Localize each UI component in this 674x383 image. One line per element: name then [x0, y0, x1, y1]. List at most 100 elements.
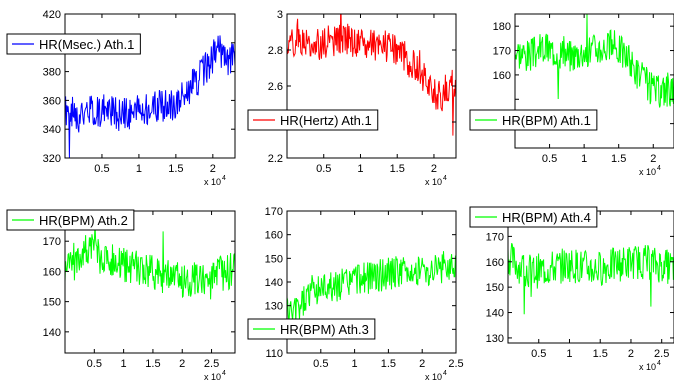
- series-line-1: [287, 251, 456, 325]
- legend-box: [247, 109, 379, 131]
- subplot-6: 0.5 1 1.5 2 2.5 130 140 150 160 170 x 10 4 HR(BPM) A…: [469, 206, 674, 372]
- axes-frame: [64, 13, 236, 159]
- y-tick-label: 140: [265, 277, 283, 289]
- legend-box: [469, 109, 598, 131]
- y-tick-label: 420: [43, 9, 61, 21]
- x-tick-label: 0.5: [94, 163, 109, 175]
- x-tick-label: 1.5: [168, 163, 183, 175]
- x-exponent-power: 4: [222, 370, 226, 377]
- subplot-1: 0.511.52320340360380400420x 104HR(Msec.)…: [6, 9, 236, 187]
- y-tick-label: 140: [486, 308, 504, 320]
- x-exponent-label: x 10: [204, 372, 221, 382]
- x-exponent-label: x 10: [425, 372, 442, 382]
- y-tick-label: 160: [43, 266, 61, 278]
- y-tick-label: 170: [493, 46, 511, 58]
- x-tick-label: 1: [566, 348, 572, 360]
- y-tick-label: 170: [486, 231, 504, 243]
- subplot-4: 0.5 1 1.5 2 2.5 140 150 160 170 x 10 4 HR(BPM) Ath.…: [6, 209, 236, 382]
- series-line-1: [515, 14, 674, 108]
- x-tick-label: 1: [121, 358, 127, 370]
- x-tick-label: 2.5: [204, 358, 219, 370]
- y-tick-label: 380: [43, 67, 61, 79]
- x-tick-label: 1: [136, 163, 142, 175]
- y-tick-label: 320: [43, 153, 61, 165]
- legend-label: HR(BPM) Ath.4: [502, 210, 591, 225]
- plot-area: [65, 211, 235, 353]
- legend-label: HR(Msec.) Ath.1: [39, 37, 134, 52]
- legend: HR(BPM) Ath.1: [469, 109, 598, 131]
- y-tick-label: 170: [43, 236, 61, 248]
- x-tick-label: 2: [419, 358, 425, 370]
- legend-label: HR(Hertz) Ath.1: [280, 113, 372, 128]
- x-tick-label: 1.5: [381, 358, 396, 370]
- x-tick-label: 1: [352, 358, 358, 370]
- legend: HR(Hertz) Ath.1: [247, 109, 379, 131]
- x-tick-label: 2: [628, 348, 634, 360]
- y-tick-label: 140: [43, 327, 61, 339]
- x-tick-label: 1: [581, 153, 587, 165]
- legend-box: [469, 206, 598, 228]
- series-line-1: [65, 35, 235, 158]
- y-tick-label: 160: [265, 230, 283, 242]
- legend: HR(BPM) Ath.2: [6, 209, 135, 231]
- legend-box: [6, 209, 135, 231]
- series-line-1: [508, 243, 674, 315]
- legend: HR(Msec.) Ath.1: [6, 33, 141, 55]
- axes-frame: [514, 13, 674, 149]
- x-tick-label: 2.5: [448, 358, 463, 370]
- y-tick-label: 110: [265, 348, 283, 360]
- subplot-5: 0.511.522.5110120130140150160170x 104HR(…: [247, 206, 464, 382]
- x-tick-label: 0.5: [531, 348, 546, 360]
- x-tick-label: 2.5: [654, 348, 669, 360]
- x-tick-label: 1.5: [145, 358, 160, 370]
- x-tick-label: 2: [210, 163, 216, 175]
- legend-label: HR(BPM) Ath.2: [39, 213, 128, 228]
- x-tick-label: 0.5: [316, 163, 331, 175]
- x-tick-label: 1.5: [611, 153, 626, 165]
- axes-frame: [64, 210, 236, 354]
- y-tick-label: 150: [43, 297, 61, 309]
- y-tick-label: 130: [265, 301, 283, 313]
- x-tick-label: 1.5: [390, 163, 405, 175]
- x-tick-label: 0.5: [87, 358, 102, 370]
- y-tick-label: 150: [265, 253, 283, 265]
- y-tick-label: 160: [493, 70, 511, 82]
- y-tick-label: 360: [43, 95, 61, 107]
- legend-box: [247, 318, 376, 340]
- y-tick-label: 2.8: [268, 45, 283, 57]
- legend-box: [6, 33, 141, 55]
- x-exponent-power: 4: [443, 370, 447, 377]
- y-tick-label: 2.2: [268, 153, 283, 165]
- y-tick-label: 2.6: [268, 81, 283, 93]
- y-tick-label: 3: [277, 9, 283, 21]
- x-exponent-label: x 10: [204, 177, 221, 187]
- x-tick-label: 2: [431, 163, 437, 175]
- x-tick-label: 2: [179, 358, 185, 370]
- x-tick-label: 1: [357, 163, 363, 175]
- legend: HR(BPM) Ath.4: [469, 206, 598, 228]
- series-line-1: [287, 14, 456, 136]
- x-exponent-power: 4: [657, 165, 661, 172]
- series-line-1: [65, 224, 235, 300]
- y-tick-label: 180: [493, 21, 511, 33]
- y-tick-label: 130: [486, 333, 504, 345]
- x-exponent-label: x 10: [639, 362, 656, 372]
- legend-label: HR(BPM) Ath.1: [502, 113, 591, 128]
- subplot-2: 0.5 1 1.5 2 2.2 2.6 2.8 3 x 10 4 HR(Hertz) Ath.1: [247, 9, 457, 187]
- x-tick-label: 2: [650, 153, 656, 165]
- x-exponent-label: x 10: [639, 167, 656, 177]
- x-exponent-power: 4: [443, 175, 447, 182]
- x-exponent-label: x 10: [425, 177, 442, 187]
- y-tick-label: 170: [265, 206, 283, 218]
- y-tick-label: 150: [486, 282, 504, 294]
- legend: HR(BPM) Ath.3: [247, 318, 376, 340]
- x-exponent-power: 4: [222, 175, 226, 182]
- x-tick-label: 0.5: [542, 153, 557, 165]
- y-tick-label: 160: [486, 257, 504, 269]
- legend-label: HR(BPM) Ath.3: [280, 322, 369, 337]
- x-tick-label: 1.5: [593, 348, 608, 360]
- x-exponent-power: 4: [657, 360, 661, 367]
- y-tick-label: 340: [43, 124, 61, 136]
